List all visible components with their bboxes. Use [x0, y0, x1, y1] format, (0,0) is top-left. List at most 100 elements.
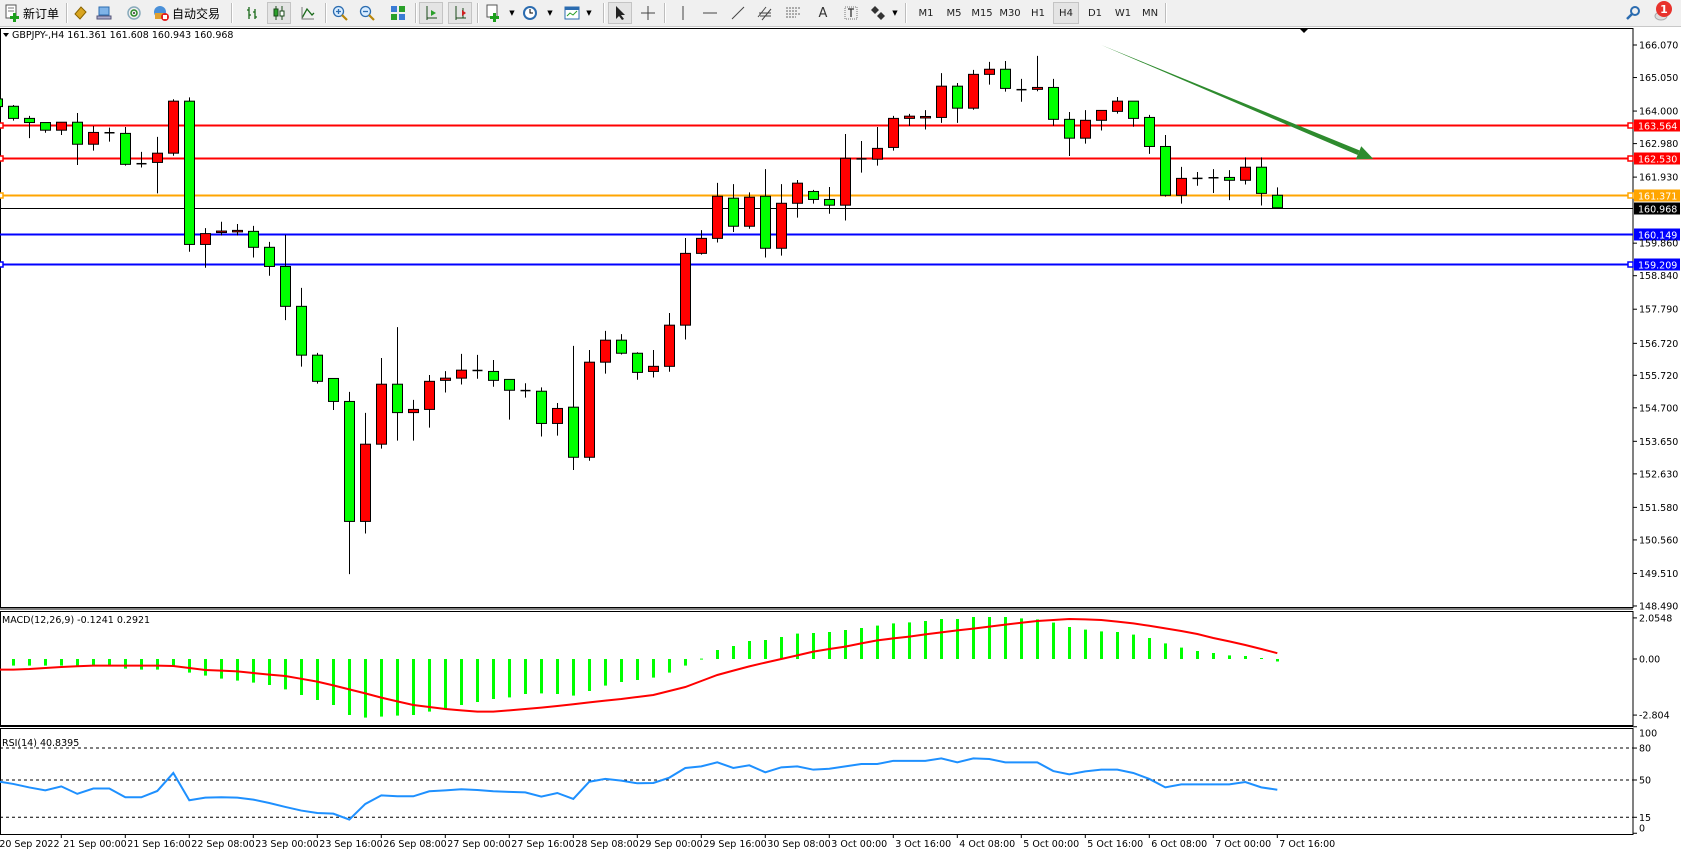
- macd-bar: [1116, 632, 1119, 659]
- horizontal-levels[interactable]: 163.564 162.530 161.371 160.968 160.149 159.2…: [0, 119, 1680, 272]
- cursor-button[interactable]: [608, 2, 632, 24]
- toolbar-separator: [477, 3, 479, 23]
- macd-bar: [956, 619, 959, 659]
- line-chart-button[interactable]: [296, 2, 320, 24]
- price-label-box: [1634, 189, 1680, 202]
- timeframe-m5[interactable]: M5: [946, 7, 962, 19]
- chart-shift-marker-icon[interactable]: [1299, 28, 1309, 33]
- toolbar-separator: [66, 3, 68, 23]
- search-button[interactable]: [1621, 2, 1645, 24]
- time-tick-label: 7 Oct 00:00: [1215, 839, 1271, 850]
- candle-bearish: [1048, 86, 1059, 120]
- equidistant-channel-button[interactable]: [753, 2, 777, 24]
- timeframe-m30[interactable]: M30: [999, 7, 1021, 19]
- rsi-pane: [0, 747, 1633, 821]
- macd-bar: [492, 659, 495, 699]
- candles: [0, 55, 1283, 575]
- auto-scroll-icon: [423, 5, 439, 21]
- macd-bar: [1212, 653, 1215, 659]
- macd-bar: [700, 658, 703, 660]
- price-label: 163.564: [1638, 122, 1677, 133]
- macd-bar: [572, 659, 575, 696]
- chevron-down-icon: ▼: [509, 9, 515, 17]
- timeframe-m15[interactable]: M15: [971, 7, 993, 19]
- timeframe-d1[interactable]: D1: [1087, 7, 1103, 19]
- crosshair-button[interactable]: [636, 2, 660, 24]
- auto-scroll-button[interactable]: [419, 2, 443, 24]
- macd-bar: [540, 659, 543, 694]
- candle-bullish: [408, 408, 419, 414]
- arrows-dropdown[interactable]: ▼: [891, 2, 899, 24]
- indicators-dropdown[interactable]: ▼: [508, 2, 516, 24]
- candle-bearish: [1128, 100, 1139, 119]
- tile-windows-button[interactable]: [386, 2, 410, 24]
- horizontal-line-button[interactable]: [698, 2, 722, 24]
- candle-bullish: [904, 115, 915, 119]
- macd-bar: [380, 659, 383, 717]
- arrows-button[interactable]: [866, 2, 890, 24]
- candle-bearish: [40, 122, 51, 131]
- macd-tick-label: 0.00: [1639, 655, 1660, 666]
- macd-bar: [428, 659, 431, 712]
- zoom-out-button[interactable]: [355, 2, 379, 24]
- price-label: 161.371: [1638, 192, 1677, 203]
- macd-bar: [220, 659, 223, 679]
- timeframe-w1[interactable]: W1: [1114, 7, 1132, 19]
- chart-shift-button[interactable]: [448, 2, 472, 24]
- candlestick-button[interactable]: [267, 2, 291, 24]
- trend-arrow-head-icon: [1355, 146, 1374, 160]
- text-label-button[interactable]: [839, 2, 863, 24]
- candle-bullish: [216, 230, 227, 234]
- macd-bar: [972, 617, 975, 659]
- periods-button[interactable]: [518, 2, 542, 24]
- chart-menu-triangle-icon[interactable]: [3, 33, 9, 37]
- timeframe-h4[interactable]: H4: [1053, 2, 1079, 24]
- price-tick-label: 156.720: [1639, 339, 1678, 350]
- macd-signal-line: [0, 617, 1278, 713]
- arrows-icon: [870, 5, 886, 21]
- candle-bullish: [1080, 119, 1091, 139]
- new-order-button[interactable]: 新订单: [2, 2, 62, 24]
- trendline-button[interactable]: [726, 2, 750, 24]
- timeframe-h1[interactable]: H1: [1031, 7, 1045, 19]
- tile-windows-icon: [390, 5, 406, 21]
- autotrade-button[interactable]: 自动交易: [146, 2, 226, 24]
- periods-dropdown[interactable]: ▼: [546, 2, 554, 24]
- time-tick-label: 21 Sep 16:00: [127, 839, 190, 850]
- toolbar-separator: [664, 3, 666, 23]
- bar-chart-button[interactable]: [240, 2, 264, 24]
- price-label-box: [1634, 228, 1680, 241]
- candle-bearish: [392, 383, 403, 414]
- timeframe-mn[interactable]: MN: [1141, 7, 1159, 19]
- candle-bearish: [8, 105, 19, 119]
- trend-arrow[interactable]: [1101, 45, 1374, 160]
- candle-bearish: [72, 121, 83, 145]
- price-tick-label: 159.860: [1639, 239, 1678, 250]
- templates-dropdown[interactable]: ▼: [585, 2, 593, 24]
- navigator-button[interactable]: [122, 2, 146, 24]
- price-tick-label: 165.050: [1639, 73, 1678, 84]
- vertical-line-button[interactable]: [671, 2, 695, 24]
- macd-bar: [508, 659, 511, 698]
- candle-bearish: [616, 339, 627, 354]
- candle-bullish: [664, 324, 675, 367]
- price-tick-label: 161.930: [1639, 173, 1678, 184]
- macd-bar: [1164, 643, 1167, 659]
- toolbar-separator: [231, 3, 233, 23]
- candle-bullish: [680, 252, 691, 326]
- candle-bearish: [1000, 68, 1011, 89]
- zoom-in-icon: [332, 5, 348, 21]
- timeframe-m1[interactable]: M1: [918, 7, 934, 19]
- market-watch-button[interactable]: [68, 2, 92, 24]
- candle-bearish: [1144, 116, 1155, 147]
- candle-bearish: [0, 98, 3, 108]
- data-window-icon: [96, 5, 112, 21]
- fibonacci-button[interactable]: [781, 2, 805, 24]
- candle-bullish: [792, 182, 803, 204]
- zoom-in-button[interactable]: [328, 2, 352, 24]
- indicators-button[interactable]: [482, 2, 506, 24]
- templates-button[interactable]: [560, 2, 584, 24]
- text-button[interactable]: A: [811, 2, 835, 24]
- data-window-button[interactable]: [92, 2, 116, 24]
